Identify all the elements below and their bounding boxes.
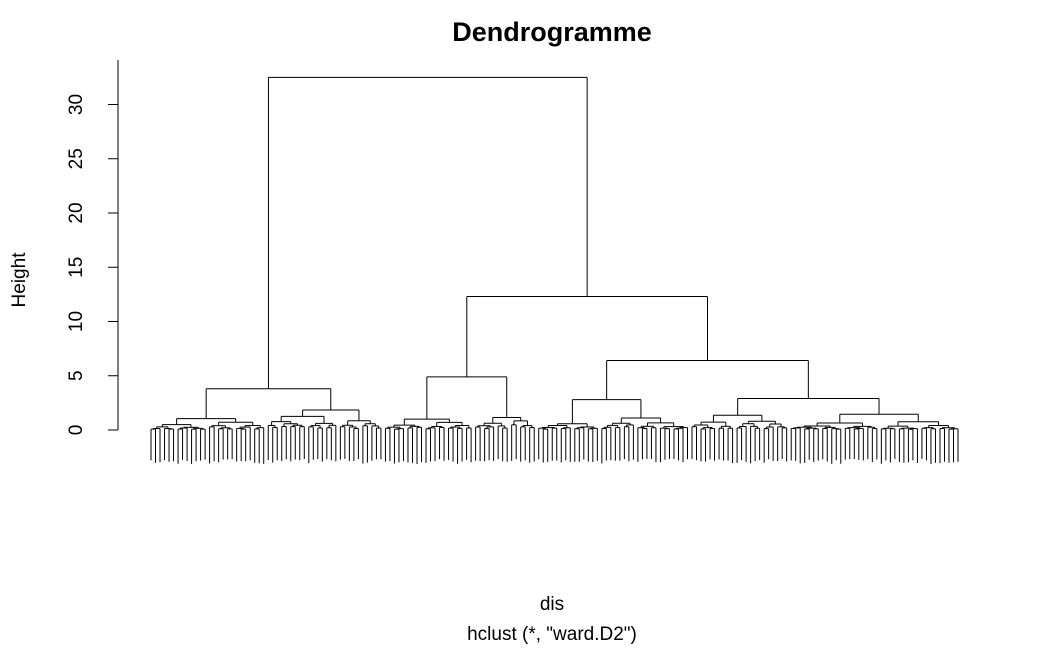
y-tick-label: 25 (66, 148, 87, 169)
y-tick-label: 5 (66, 370, 87, 381)
y-tick-label: 15 (66, 257, 87, 278)
x-axis-sublabel: hclust (*, "ward.D2") (467, 624, 637, 645)
y-tick-group: 0 5 10 15 20 25 30 (66, 94, 118, 435)
y-tick-label: 30 (66, 94, 87, 115)
x-axis-label: dis (540, 594, 564, 615)
y-tick-label: 0 (66, 425, 87, 436)
y-tick-label: 10 (66, 311, 87, 332)
dendrogram-tree (150, 76, 959, 464)
chart-title: Dendrogramme (452, 17, 652, 47)
y-axis-label: Height (9, 252, 30, 308)
y-axis: 0 5 10 15 20 25 30 (66, 60, 119, 435)
y-tick-label: 20 (66, 202, 87, 223)
